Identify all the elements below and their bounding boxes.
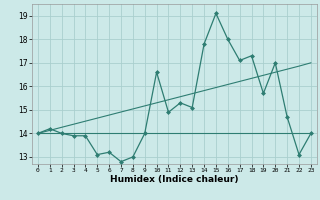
X-axis label: Humidex (Indice chaleur): Humidex (Indice chaleur) [110,175,239,184]
